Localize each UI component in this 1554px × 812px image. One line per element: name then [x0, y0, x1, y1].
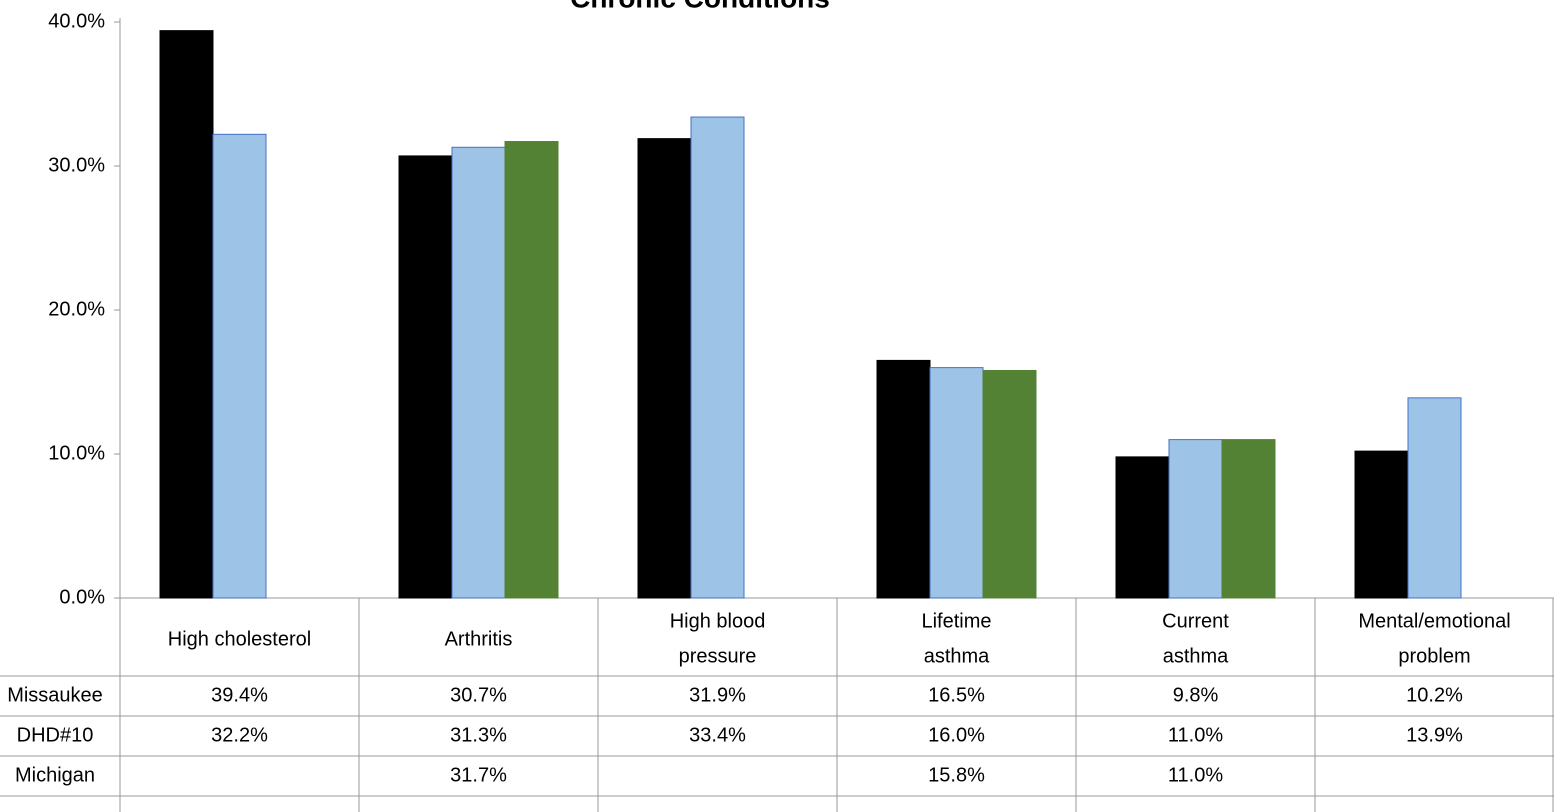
bar [212, 133, 267, 599]
table-value: 10.2% [1406, 684, 1463, 706]
table-value: 15.8% [928, 764, 985, 786]
legend-label: Missaukee [7, 684, 103, 706]
table-value: 32.2% [211, 724, 268, 746]
legend-label: Michigan [15, 764, 95, 786]
bar [451, 146, 506, 599]
table-value: 39.4% [211, 684, 268, 706]
x-tick-label: Arthritis [445, 628, 513, 650]
bar [1221, 439, 1276, 599]
y-tick-label: 40.0% [48, 10, 105, 32]
bar [1354, 450, 1409, 599]
x-tick-label: Mental/emotional problem [1358, 611, 1510, 668]
table-value: 33.4% [689, 724, 746, 746]
bar [1168, 439, 1223, 599]
bar [159, 30, 214, 599]
bar [1407, 397, 1462, 599]
x-tick-label: Current asthma [1162, 611, 1229, 668]
y-tick-label: 30.0% [48, 154, 105, 176]
y-tick-label: 0.0% [59, 586, 105, 608]
legend-label: DHD#10 [17, 724, 94, 746]
table-value: 30.7% [450, 684, 507, 706]
table-value: 9.8% [1173, 684, 1219, 706]
bar [876, 359, 931, 599]
table-value: 11.0% [1168, 764, 1223, 786]
table-value: 16.0% [928, 724, 985, 746]
x-tick-label: High blood pressure [670, 611, 766, 668]
table-value: 31.3% [450, 724, 507, 746]
table-value: 11.0% [1168, 724, 1223, 746]
y-tick-label: 10.0% [48, 442, 105, 464]
bar [1115, 456, 1170, 599]
x-tick-label: High cholesterol [168, 628, 311, 650]
bar [982, 369, 1037, 599]
bar [504, 141, 559, 599]
table-value: 31.7% [450, 764, 507, 786]
bar [637, 138, 692, 599]
table-value: 13.9% [1406, 724, 1463, 746]
bar [398, 155, 453, 599]
y-tick-label: 20.0% [48, 298, 105, 320]
bar [929, 367, 984, 599]
table-value: 31.9% [689, 684, 746, 706]
chart-title: Chronic Conditions [570, 0, 830, 13]
table-value: 16.5% [928, 684, 985, 706]
x-tick-label: Lifetime asthma [921, 611, 991, 668]
bar [690, 116, 745, 599]
